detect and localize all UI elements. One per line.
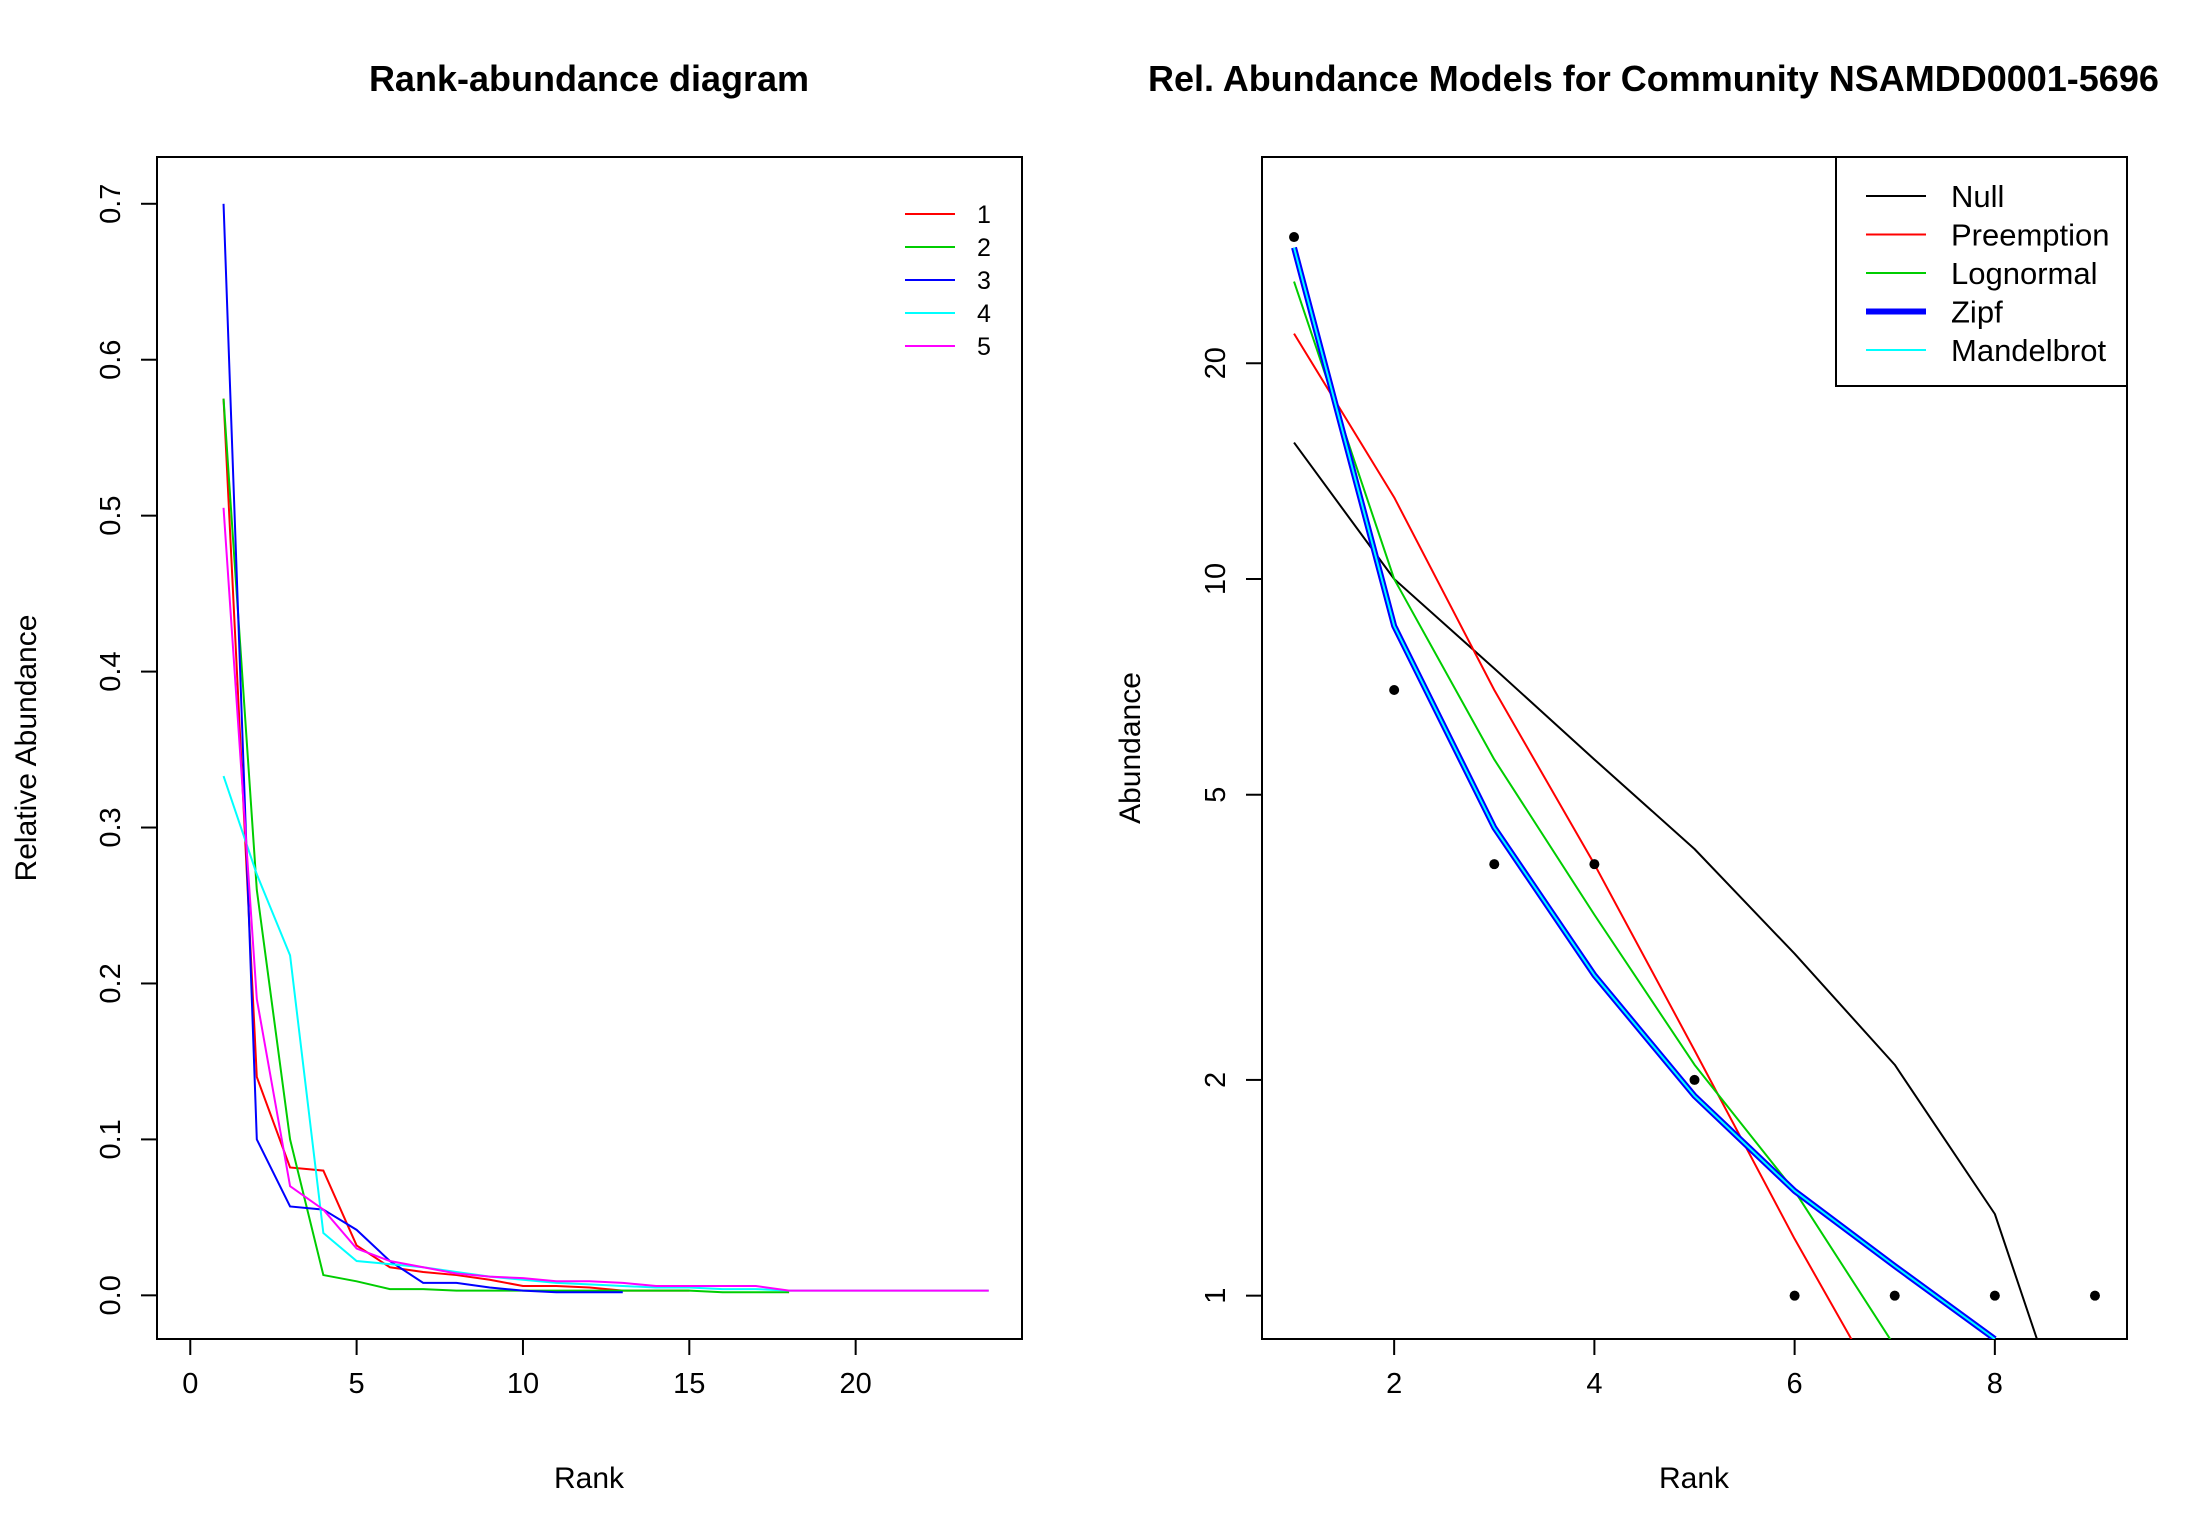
chart1-x-tick-label: 20	[840, 1368, 872, 1400]
chart1-y-tick-label: 0.5	[95, 495, 127, 535]
chart1-y-tick-label: 0.4	[95, 651, 127, 691]
chart1-y-label: Relative Abundance	[10, 615, 43, 882]
chart2-observed-point	[1489, 859, 1500, 870]
chart2-x-tick-label: 8	[1987, 1368, 2003, 1400]
chart1-series-line-5	[222, 507, 989, 1292]
chart2-legend-label: Lognormal	[1951, 256, 2097, 291]
chart2-model-lines	[1291, 246, 2038, 1339]
chart2-observed-point	[1789, 1290, 1800, 1301]
chart2-legend-label: Preemption	[1951, 218, 2110, 253]
chart1-series-line-2	[222, 398, 790, 1294]
chart2-y-axis: 1 2 5 10 20	[1200, 347, 1263, 1304]
chart1-legend-label: 1	[977, 201, 991, 229]
chart1-x-tick-label: 15	[673, 1368, 705, 1400]
chart2-legend-label: Mandelbrot	[1951, 333, 2106, 368]
chart2-model-line-null	[1293, 441, 2038, 1339]
abundance-models-panel: Rel. Abundance Models for Community NSAM…	[1114, 58, 2159, 1495]
chart2-x-tick-label: 6	[1787, 1368, 1803, 1400]
chart1-y-tick-label: 0.0	[95, 1275, 127, 1315]
chart2-observed-points	[1289, 232, 2100, 1301]
chart2-model-line-mandelbrot	[1293, 247, 1996, 1339]
chart1-y-axis: 0.0 0.1 0.2 0.3 0.4 0.5 0.6 0.7	[95, 184, 158, 1316]
chart2-model-line-zipf	[1291, 246, 1997, 1339]
chart2-observed-point	[1289, 232, 1300, 243]
chart2-observed-point	[1389, 685, 1400, 696]
chart1-legend-label: 3	[977, 267, 991, 295]
chart1-y-tick-label: 0.1	[95, 1119, 127, 1159]
chart2-title: Rel. Abundance Models for Community NSAM…	[1148, 58, 2159, 99]
chart2-y-tick-label: 5	[1200, 787, 1232, 803]
chart1-legend-label: 4	[977, 300, 991, 328]
chart1-series-line-3	[222, 203, 623, 1294]
chart2-y-tick-label: 1	[1200, 1288, 1232, 1304]
chart2-y-tick-label: 2	[1200, 1072, 1232, 1088]
chart2-y-tick-label: 20	[1200, 347, 1232, 379]
chart2-y-label: Abundance	[1114, 672, 1147, 824]
chart1-series-line-1	[222, 398, 690, 1292]
chart2-observed-point	[1589, 859, 1600, 870]
chart1-x-tick-label: 5	[349, 1368, 365, 1400]
chart2-x-label: Rank	[1659, 1462, 1730, 1495]
chart1-y-tick-label: 0.7	[95, 184, 127, 224]
chart2-observed-point	[2089, 1290, 2100, 1301]
chart1-legend-label: 2	[977, 234, 991, 262]
chart1-x-tick-label: 10	[507, 1368, 539, 1400]
chart2-observed-point	[1989, 1290, 2000, 1301]
chart1-title: Rank-abundance diagram	[369, 58, 809, 99]
chart2-x-axis: 2 4 6 8	[1386, 1338, 2003, 1400]
chart1-legend-label: 5	[977, 333, 991, 361]
chart1-x-label: Rank	[554, 1462, 625, 1495]
chart2-observed-point	[1889, 1290, 1900, 1301]
chart2-x-tick-label: 2	[1386, 1368, 1402, 1400]
chart2-model-line-preemption	[1293, 333, 1853, 1339]
chart1-y-tick-label: 0.3	[95, 807, 127, 847]
chart1-y-tick-label: 0.2	[95, 963, 127, 1003]
chart1-series-lines	[222, 203, 989, 1294]
chart1-y-tick-label: 0.6	[95, 340, 127, 380]
chart2-x-tick-label: 4	[1586, 1368, 1602, 1400]
chart1-x-axis: 0 5 10 15 20	[182, 1338, 872, 1400]
chart1-plot-frame	[156, 156, 1023, 1340]
chart2-legend-label: Zipf	[1951, 295, 2003, 330]
chart1-series-line-4	[222, 775, 989, 1292]
chart2-model-line-lognormal	[1293, 281, 1892, 1339]
chart2-legend-label: Null	[1951, 179, 2004, 214]
chart2-y-tick-label: 10	[1200, 563, 1232, 595]
chart1-legend: 1 2 3 4 5	[905, 201, 991, 361]
rank-abundance-panel: Rank-abundance diagram 0 5 10 15 20 0.00.10.…	[10, 58, 1023, 1495]
chart1-x-tick-label: 0	[182, 1368, 198, 1400]
chart2-observed-point	[1689, 1074, 1700, 1085]
